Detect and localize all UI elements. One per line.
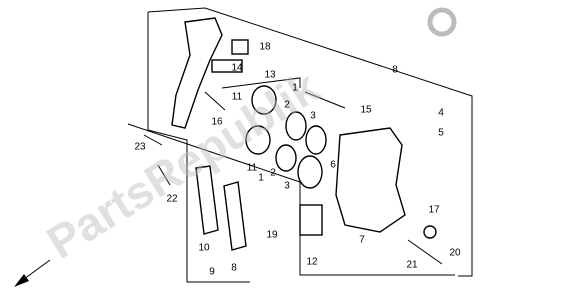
callout-number: 16 <box>211 117 223 128</box>
callout-number: 14 <box>231 63 243 74</box>
callout-number: 10 <box>198 243 210 254</box>
boot <box>231 39 249 55</box>
bolt <box>304 91 346 109</box>
bolt <box>204 91 226 111</box>
pad <box>223 181 247 251</box>
callout-number: 11 <box>232 92 243 103</box>
callout-number: 1 <box>258 173 264 184</box>
callout-number: 11 <box>247 163 258 174</box>
callout-number: 13 <box>264 70 276 81</box>
frame <box>221 77 301 89</box>
callout-number: 2 <box>284 100 290 111</box>
piston <box>245 125 271 155</box>
frame <box>147 12 250 283</box>
gear-icon <box>427 7 457 37</box>
callout-number: 18 <box>259 42 271 53</box>
callout-number: 3 <box>310 111 316 122</box>
piston <box>251 85 277 115</box>
callout-number: 23 <box>134 142 146 153</box>
pad <box>195 165 219 235</box>
callout-number: 21 <box>406 260 418 271</box>
callout-number: 3 <box>284 181 290 192</box>
bracket <box>171 17 223 129</box>
seal <box>297 155 323 189</box>
pin <box>407 239 443 265</box>
callout-number: 9 <box>209 267 215 278</box>
callout-number: 22 <box>166 194 178 205</box>
bleeder <box>423 225 437 239</box>
callout-number: 19 <box>266 230 278 241</box>
callout-number: 8 <box>392 65 398 76</box>
arrow-head <box>14 274 29 287</box>
clip <box>211 59 243 73</box>
callout-number: 15 <box>360 105 372 116</box>
callout-number: 8 <box>231 263 237 274</box>
callout-number: 12 <box>306 257 318 268</box>
callout-number: 5 <box>438 128 444 139</box>
bolt <box>157 164 171 186</box>
frame <box>147 7 473 277</box>
caliper <box>335 127 406 233</box>
seal <box>285 111 307 141</box>
callout-number: 7 <box>359 235 365 246</box>
bolt <box>143 134 163 146</box>
callout-number: 1 <box>292 83 298 94</box>
callout-number: 4 <box>438 108 444 119</box>
callout-number: 2 <box>270 168 276 179</box>
callout-number: 20 <box>449 248 461 259</box>
spring <box>299 204 323 236</box>
seal <box>275 144 297 172</box>
callout-number: 6 <box>330 160 336 171</box>
callout-number: 17 <box>428 205 440 216</box>
seal <box>305 125 327 155</box>
